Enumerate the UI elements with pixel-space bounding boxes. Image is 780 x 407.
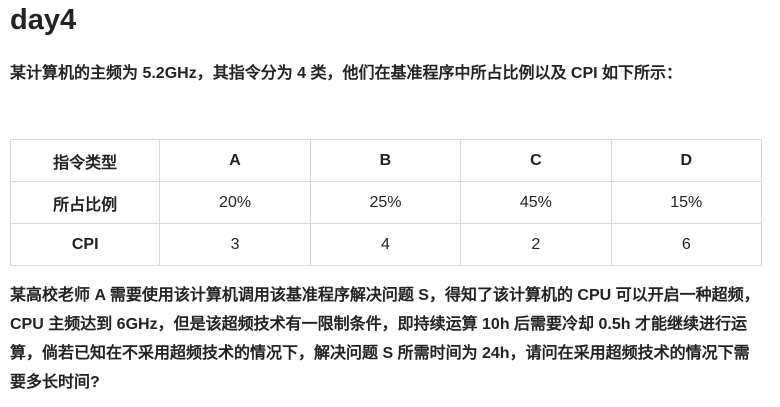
table-cell: 45%: [460, 181, 612, 224]
table-header-cell: B: [309, 139, 462, 182]
table-row: CPI 3 4 2 6: [9, 223, 763, 266]
table-header-row: 指令类型 A B C D: [9, 139, 763, 182]
table-row-label: 指令类型: [9, 139, 161, 182]
table-header-cell: D: [610, 139, 763, 182]
table-row: 所占比例 20% 25% 45% 15%: [9, 181, 763, 224]
table-cell: 20%: [159, 181, 311, 224]
instruction-table: 指令类型 A B C D 所占比例 20% 25% 45% 15% CPI 3 …: [9, 139, 763, 266]
table-header-cell: C: [460, 139, 612, 182]
table-row-label: 所占比例: [9, 181, 161, 224]
table-cell: 6: [610, 223, 763, 266]
question-paragraph: 某高校老师 A 需要使用该计算机调用该基准程序解决问题 S，得知了该计算机的 C…: [10, 287, 760, 391]
table-cell: 4: [309, 223, 462, 266]
table-cell: 3: [159, 223, 311, 266]
table-cell: 25%: [309, 181, 462, 224]
page-title: day4: [10, 4, 77, 36]
intro-paragraph: 某计算机的主频为 5.2GHz，其指令分为 4 类，他们在基准程序中所占比例以及…: [10, 65, 683, 82]
table-header-cell: A: [159, 139, 311, 182]
table-cell: 2: [460, 223, 612, 266]
table-cell: 15%: [610, 181, 763, 224]
table-row-label: CPI: [9, 223, 161, 266]
